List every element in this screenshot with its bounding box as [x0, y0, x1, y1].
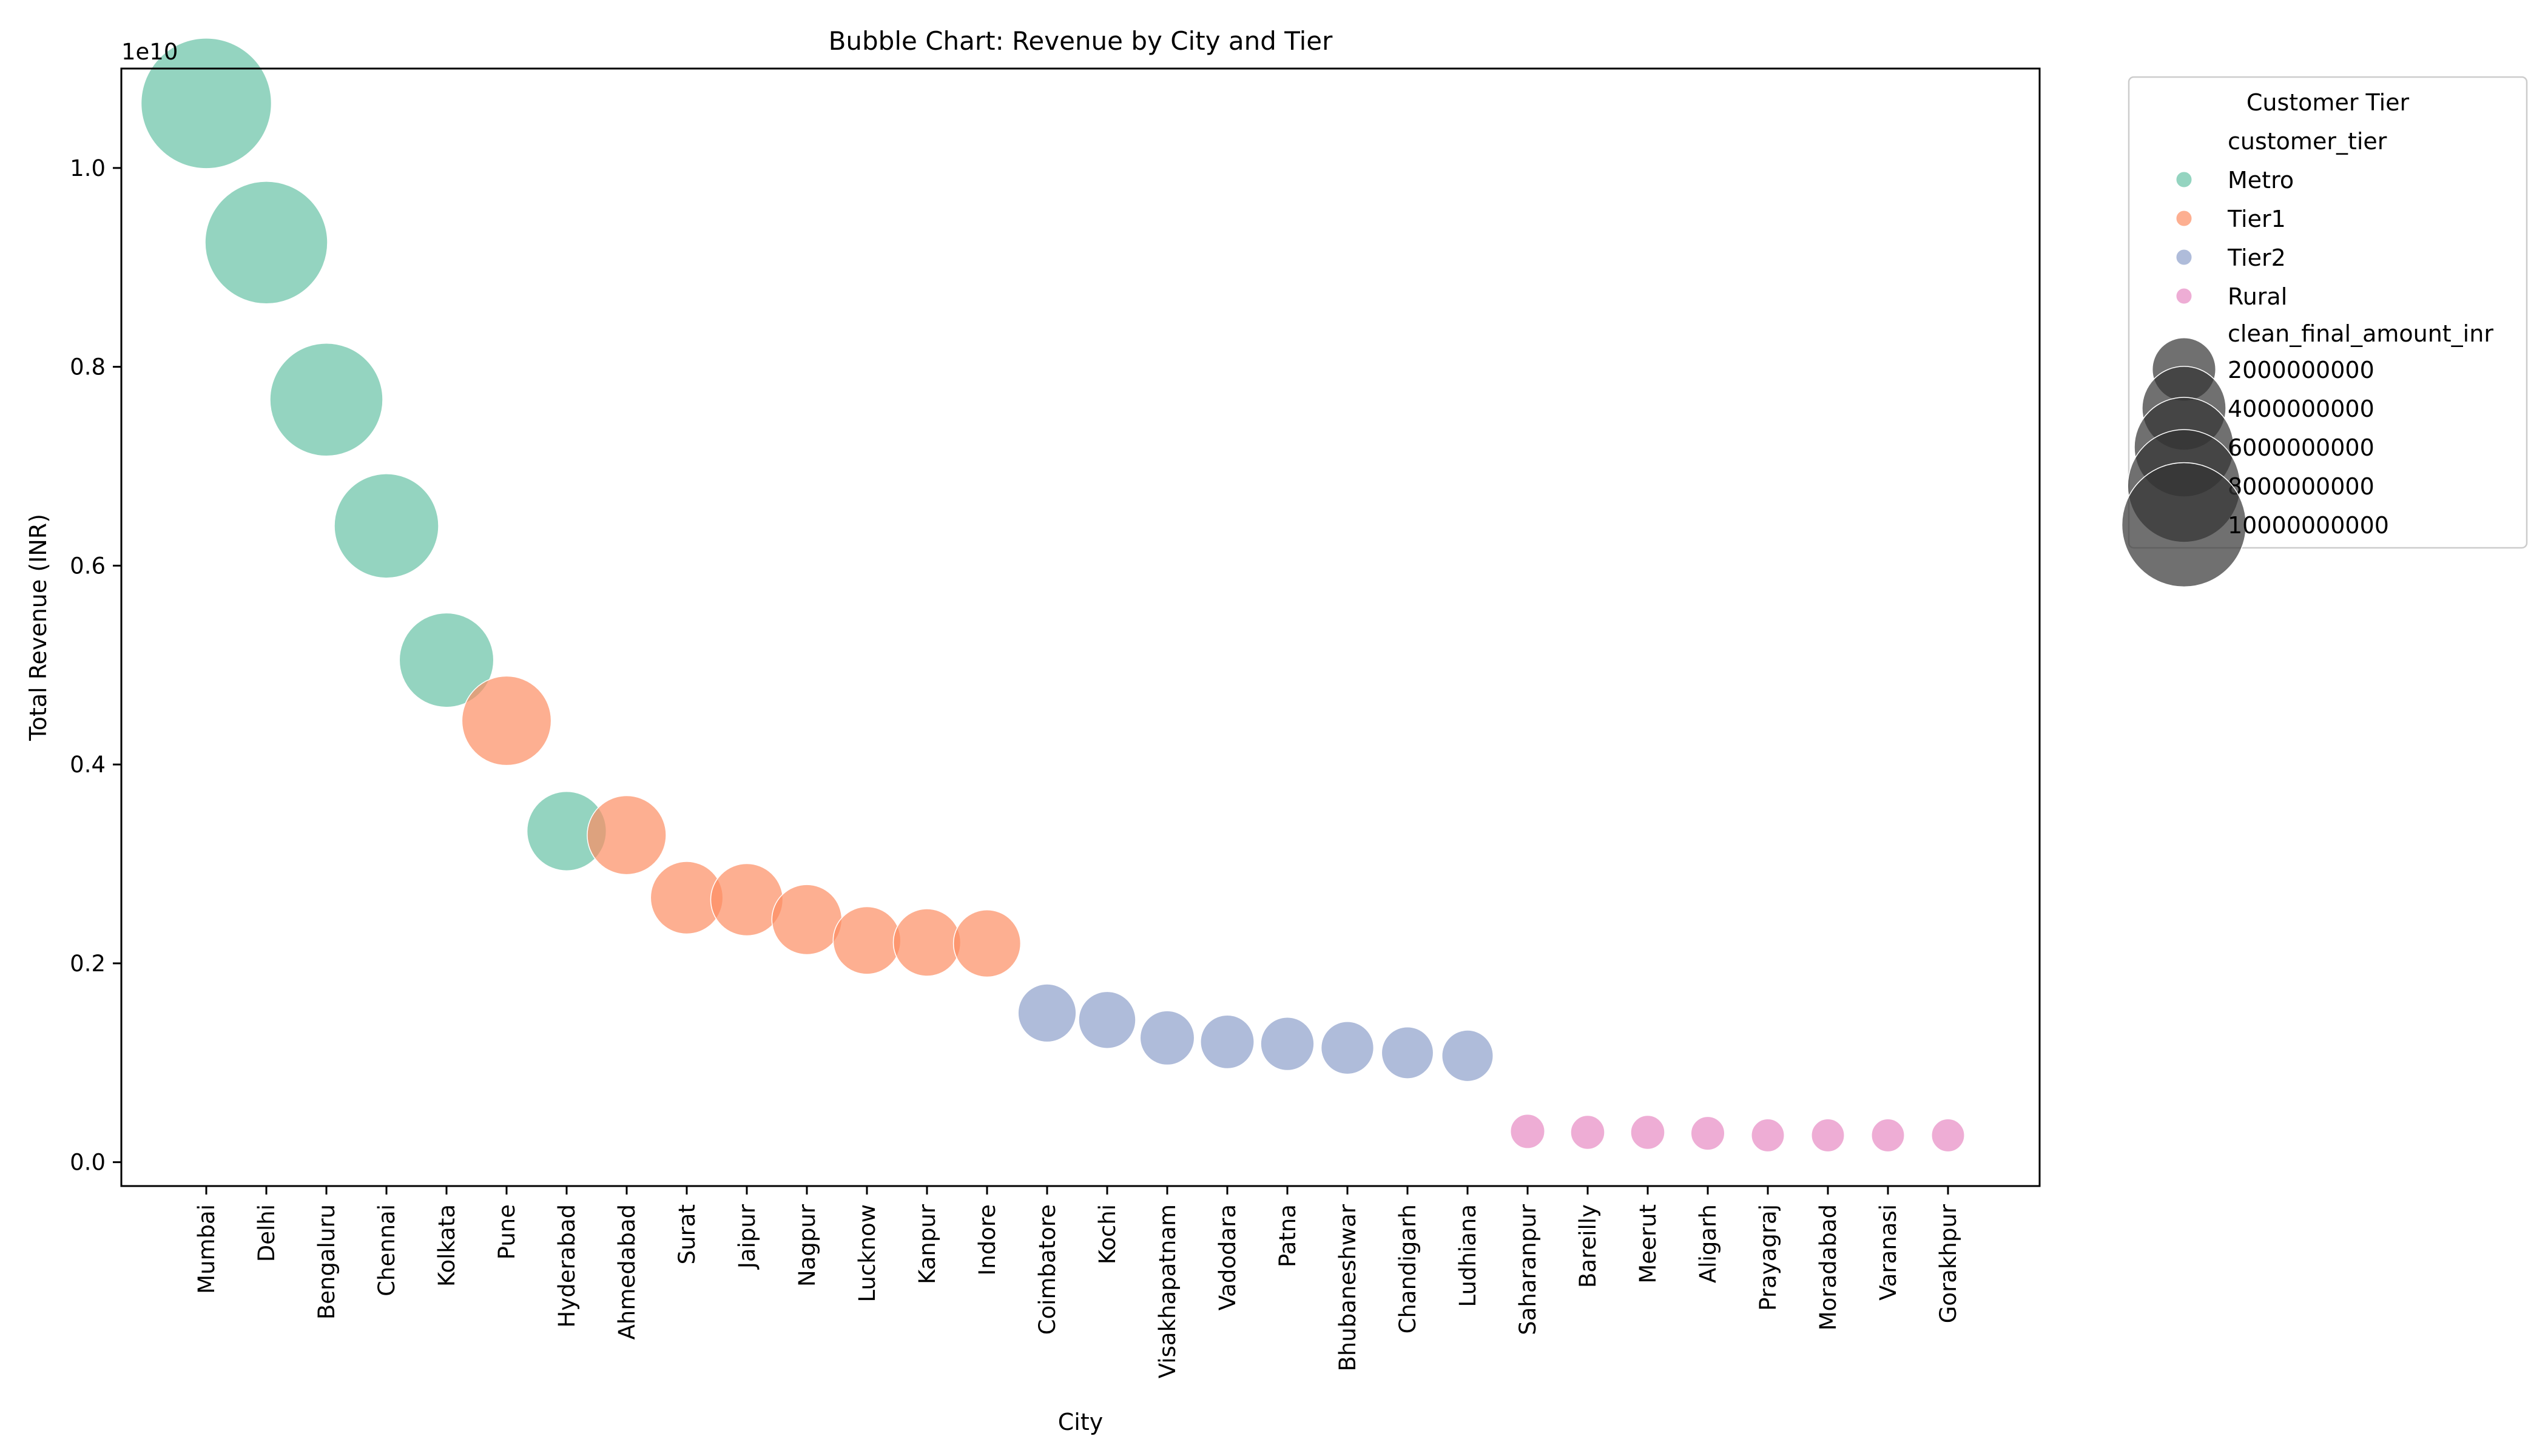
y-tick-label: 0.4	[70, 752, 106, 778]
x-tick-label: Meerut	[1635, 1204, 1661, 1284]
legend-size-header: clean_final_amount_inr	[2228, 320, 2493, 347]
x-tick-label: Kolkata	[434, 1204, 460, 1287]
bubble-kanpur	[892, 908, 962, 977]
x-tick-label: Gorakhpur	[1935, 1204, 1961, 1323]
legend-size-label: 8000000000	[2228, 473, 2374, 500]
x-tick-label: Pune	[494, 1204, 520, 1259]
bubble-gorakhpur	[1931, 1118, 1965, 1153]
y-offset-label: 1e10	[121, 39, 178, 65]
bubble-chandigarh	[1381, 1026, 1434, 1079]
legend: Customer Tier customer_tier Metro Tier1 Ti…	[2121, 76, 2528, 588]
x-tick-label: Patna	[1275, 1204, 1301, 1267]
x-tick-label: Moradabad	[1815, 1204, 1841, 1330]
bubble-chennai	[334, 473, 439, 579]
y-axis: 0.0 0.2 0.4 0.6 0.8 1.0	[70, 155, 121, 1176]
x-tick-label: Kochi	[1094, 1204, 1121, 1264]
x-tick-label: Ahmedabad	[614, 1204, 640, 1340]
bubble-patna	[1260, 1016, 1315, 1071]
x-tick-label: Coimbatore	[1034, 1204, 1060, 1335]
legend-size-label: 6000000000	[2228, 434, 2374, 461]
legend-title: Customer Tier	[2246, 89, 2410, 116]
plot-area-frame	[120, 67, 2041, 1187]
x-tick-label: Hyderabad	[554, 1204, 580, 1328]
x-tick-label: Nagpur	[794, 1204, 820, 1287]
bubble-bhubaneshwar	[1320, 1021, 1375, 1075]
x-tick-label: Lucknow	[854, 1204, 880, 1303]
bubble-varanasi	[1871, 1118, 1905, 1153]
bubble-aligarh	[1690, 1116, 1725, 1151]
legend-tier-entries: Metro Tier1 Tier2 Rural	[2176, 167, 2294, 310]
x-axis-label: City	[1058, 1409, 1103, 1435]
bubble-ludhiana	[1441, 1030, 1494, 1082]
x-tick-label: Surat	[674, 1204, 700, 1264]
x-tick-label: Prayagraj	[1755, 1204, 1781, 1311]
legend-size-label: 4000000000	[2228, 396, 2374, 422]
y-tick-label: 1.0	[70, 155, 106, 181]
bubble-bengaluru	[269, 342, 383, 457]
bubble-vadodara	[1200, 1014, 1255, 1070]
bubble-saharanpur	[1509, 1113, 1546, 1149]
bubble-delhi	[204, 181, 328, 305]
legend-label-tier2: Tier2	[2227, 244, 2286, 271]
y-tick-label: 0.6	[70, 553, 106, 579]
bubble-layer	[140, 38, 1965, 1153]
bubble-mumbai	[140, 38, 272, 169]
bubble-prayagraj	[1751, 1118, 1785, 1153]
bubble-kolkata	[399, 612, 494, 708]
bubble-bareilly	[1570, 1114, 1605, 1150]
x-tick-label: Ludhiana	[1455, 1204, 1481, 1307]
x-tick-label: Vadodara	[1215, 1204, 1241, 1310]
bubble-moradabad	[1811, 1118, 1845, 1153]
bubble-nagpur	[771, 884, 843, 956]
bubble-indore	[952, 909, 1022, 978]
legend-size-label: 2000000000	[2228, 357, 2374, 383]
legend-marker-rural	[2176, 288, 2192, 305]
x-tick-label: Bengaluru	[314, 1204, 340, 1320]
bubble-kochi	[1078, 991, 1136, 1050]
x-tick-label: Mumbai	[194, 1204, 220, 1294]
bubble-lucknow	[832, 906, 902, 975]
legend-label-tier1: Tier1	[2227, 206, 2286, 232]
chart-title: Bubble Chart: Revenue by City and Tier	[829, 26, 1333, 56]
legend-size-marker	[2121, 462, 2247, 588]
x-tick-label: Delhi	[254, 1204, 280, 1262]
legend-marker-tier2	[2176, 249, 2192, 266]
bubble-coimbatore	[1017, 983, 1077, 1043]
x-tick-label: Varanasi	[1875, 1204, 1901, 1301]
y-tick-label: 0.2	[70, 951, 106, 977]
legend-hue-header: customer_tier	[2228, 128, 2387, 155]
x-tick-label: Chandigarh	[1395, 1204, 1421, 1333]
x-tick-label: Visakhapatnam	[1154, 1204, 1181, 1378]
x-tick-label: Saharanpur	[1515, 1204, 1541, 1335]
x-tick-label: Bhubaneshwar	[1335, 1204, 1361, 1371]
x-tick-label: Aligarh	[1695, 1204, 1721, 1283]
legend-size-entries: 2000000000 4000000000 6000000000 8000000000…	[2121, 337, 2389, 588]
x-tick-label: Indore	[974, 1204, 1000, 1276]
legend-marker-metro	[2176, 171, 2192, 188]
bubble-meerut	[1630, 1114, 1665, 1150]
bubble-pune	[461, 675, 552, 766]
legend-size-label: 10000000000	[2228, 512, 2389, 539]
legend-marker-tier1	[2176, 210, 2192, 227]
bubble-visakhapatnam	[1139, 1010, 1195, 1066]
x-tick-label: Jaipur	[734, 1204, 760, 1270]
x-tick-label: Bareilly	[1575, 1204, 1601, 1288]
y-tick-label: 0.8	[70, 354, 106, 380]
y-axis-label: Total Revenue (INR)	[25, 514, 52, 741]
x-axis: Mumbai Delhi Bengaluru Chennai Kolkata Pune Hy…	[194, 1186, 1961, 1378]
bubble-ahmedabad	[587, 795, 667, 875]
legend-label-metro: Metro	[2228, 167, 2294, 194]
y-tick-label: 0.0	[70, 1150, 106, 1176]
x-tick-label: Kanpur	[914, 1204, 940, 1284]
x-tick-label: Chennai	[374, 1204, 400, 1296]
legend-label-rural: Rural	[2228, 283, 2287, 310]
